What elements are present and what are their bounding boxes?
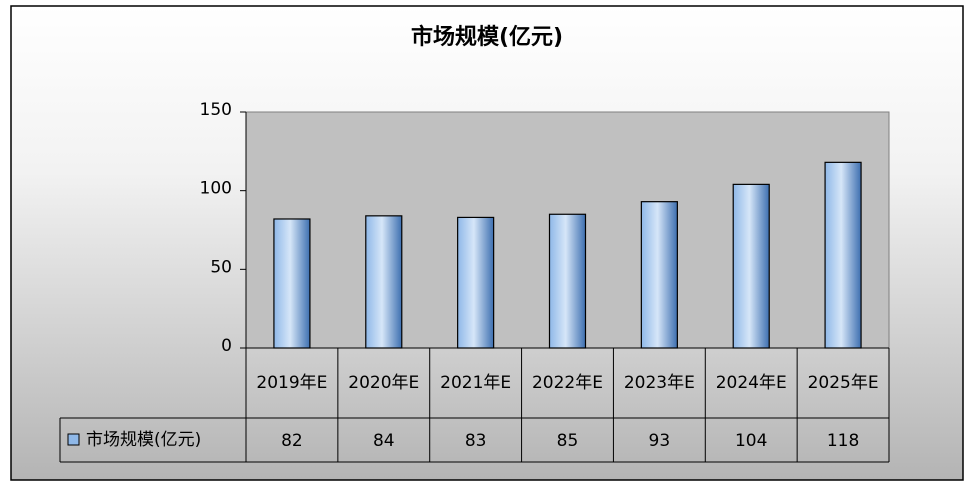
y-tick-label: 100 <box>200 179 232 199</box>
bar <box>732 183 770 349</box>
table-value: 84 <box>373 431 395 451</box>
table-value: 104 <box>735 431 767 451</box>
y-tick-label: 50 <box>210 257 232 277</box>
table-value: 83 <box>465 431 487 451</box>
x-tick-label: 2024年E <box>716 373 787 393</box>
x-tick-label: 2020年E <box>348 373 419 393</box>
bar <box>824 161 862 349</box>
table-value: 93 <box>649 431 671 451</box>
bar <box>640 201 678 349</box>
x-tick-label: 2023年E <box>624 373 695 393</box>
x-tick-label: 2021年E <box>440 373 511 393</box>
bar <box>457 216 495 349</box>
bar <box>548 213 587 349</box>
legend-swatch <box>67 433 80 446</box>
table-value: 85 <box>557 431 579 451</box>
x-tick-label: 2025年E <box>808 373 879 393</box>
y-tick-label: 150 <box>200 100 232 120</box>
legend-label: 市场规模(亿元) <box>86 430 201 450</box>
table-value: 118 <box>827 431 859 451</box>
bar <box>365 215 403 349</box>
x-tick-label: 2019年E <box>256 373 327 393</box>
table-value: 82 <box>281 431 303 451</box>
x-tick-label: 2022年E <box>532 373 603 393</box>
y-tick-label: 0 <box>221 336 232 356</box>
bar <box>273 218 311 349</box>
chart-title: 市场规模(亿元) <box>411 24 563 50</box>
